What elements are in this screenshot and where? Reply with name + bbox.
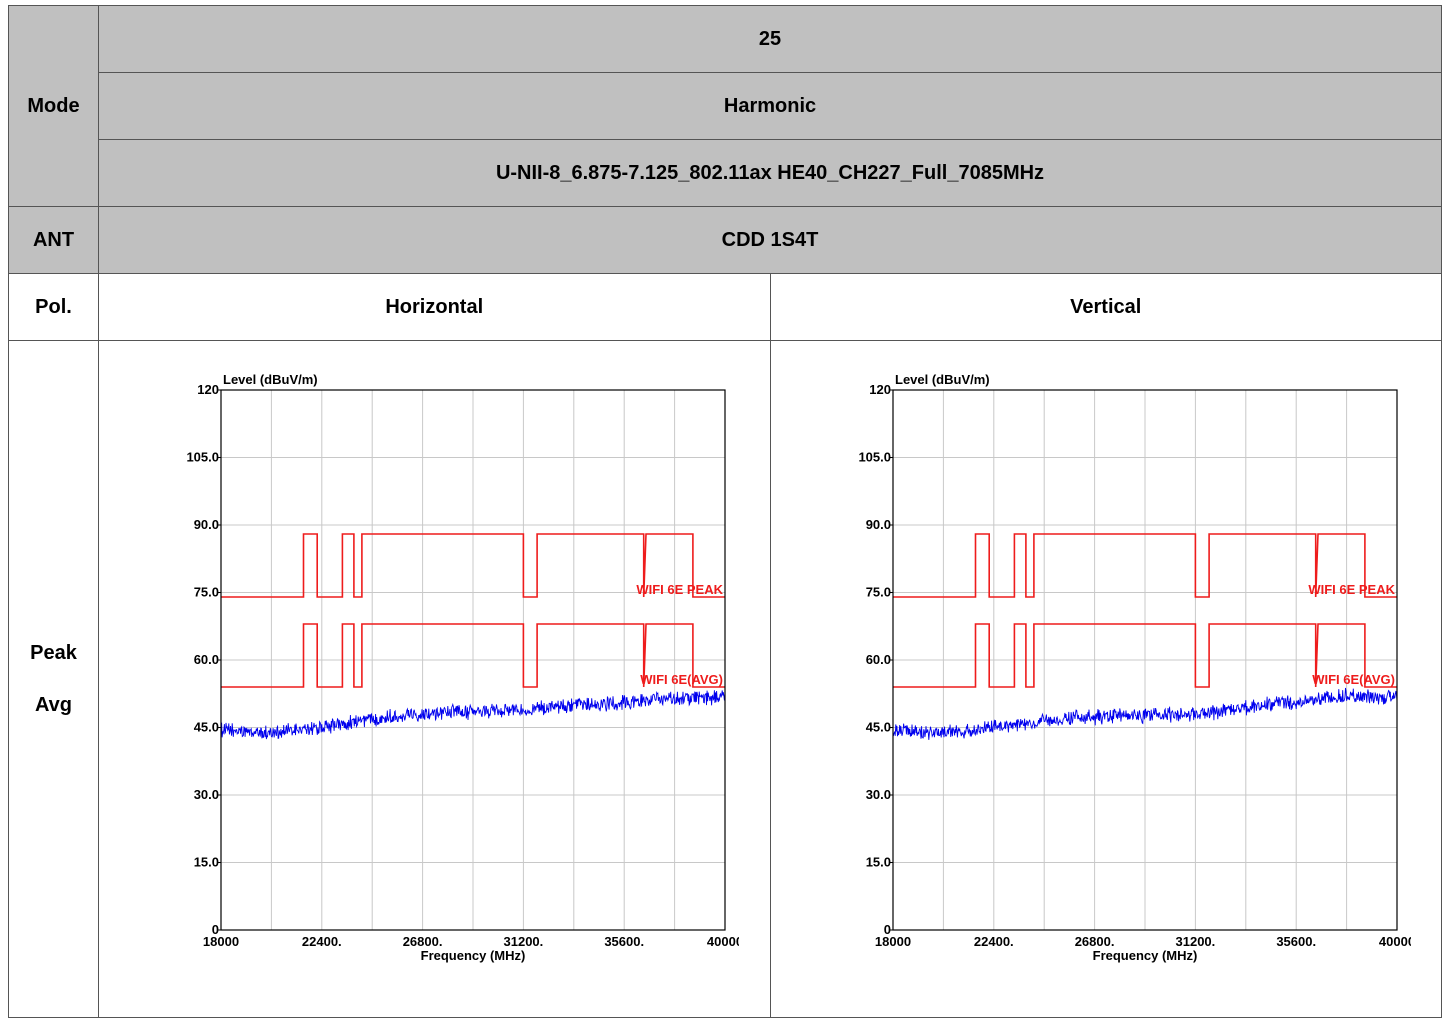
y-tick-label: 60.0 (194, 652, 219, 667)
y-tick-label: 0 (212, 922, 219, 937)
y-tick-label: 105.0 (858, 450, 891, 465)
limit-line-1 (221, 623, 725, 688)
y-tick-label: 105.0 (186, 450, 219, 465)
x-tick-label: 18000 (874, 934, 910, 949)
limit-line-label: WIFI 6E PEAK (1308, 582, 1395, 597)
x-tick-label: 31200. (504, 934, 544, 949)
y-tick-label: 45.0 (865, 720, 890, 735)
y-tick-label: 15.0 (194, 855, 219, 870)
x-tick-label: 35600. (604, 934, 644, 949)
grid (892, 390, 1397, 930)
y-tick-label: 45.0 (194, 720, 219, 735)
limit-line-label: WIFI 6E PEAK (636, 582, 723, 597)
y-tick-label: 75.0 (865, 585, 890, 600)
x-tick-label: 31200. (1175, 934, 1215, 949)
report-table: Mode 25 Harmonic U-NII-8_6.875-7.125_802… (8, 5, 1442, 1018)
limit-line-label: WIFI 6E(AVG) (1312, 672, 1395, 687)
mode-label: Mode (8, 5, 99, 207)
ant-value: CDD 1S4T (98, 206, 1442, 274)
y-tick-label: 30.0 (865, 787, 890, 802)
y-tick-label: 120 (197, 382, 219, 397)
y-tick-label: 15.0 (865, 855, 890, 870)
x-tick-label: 35600. (1276, 934, 1316, 949)
x-tick-label: 22400. (973, 934, 1013, 949)
y-tick-label: 90.0 (194, 517, 219, 532)
mode-row-2: Harmonic (98, 72, 1442, 140)
vertical-chart: 0 15.0 30.0 45.0 60.0 75.0 90.0 105.0 120 18000 22… (858, 372, 1411, 963)
x-tick-label: 22400. (302, 934, 342, 949)
y-tick-label: 120 (869, 382, 891, 397)
y-tick-label: 0 (883, 922, 890, 937)
limit-line-0 (221, 533, 725, 598)
y-axis-label: Level (dBuV/m) (895, 372, 990, 387)
x-tick-label: 40000 (1378, 934, 1410, 949)
plot-frame (220, 389, 726, 931)
vertical-chart-cell: 0 15.0 30.0 45.0 60.0 75.0 90.0 105.0 120 18000 22… (769, 340, 1442, 1018)
limit-line-0 (892, 533, 1397, 598)
x-tick-label: 26800. (403, 934, 443, 949)
limit-line-label: WIFI 6E(AVG) (640, 672, 723, 687)
pol-horizontal: Horizontal (98, 273, 771, 341)
horizontal-chart: 0 15.0 30.0 45.0 60.0 75.0 90.0 105.0 120 18000 22… (186, 372, 739, 963)
horizontal-chart-cell: 0 15.0 30.0 45.0 60.0 75.0 90.0 105.0 120 18000 22… (98, 340, 771, 1018)
y-tick-label: 60.0 (865, 652, 890, 667)
x-tick-label: 40000 (707, 934, 739, 949)
detector-label: Peak Avg (8, 340, 99, 1018)
mode-row-3: U-NII-8_6.875-7.125_802.11ax HE40_CH227_… (98, 139, 1442, 207)
y-tick-label: 90.0 (865, 517, 890, 532)
measurement-trace (220, 690, 726, 740)
x-tick-label: 18000 (203, 934, 239, 949)
pol-label: Pol. (8, 273, 99, 341)
mode-row-1: 25 (98, 5, 1442, 73)
x-tick-label: 26800. (1074, 934, 1114, 949)
pol-vertical: Vertical (769, 273, 1442, 341)
x-axis-label: Frequency (MHz) (421, 948, 526, 963)
ant-label: ANT (8, 206, 99, 274)
x-axis-label: Frequency (MHz) (1092, 948, 1197, 963)
detector-peak: Peak (30, 642, 77, 664)
limit-line-1 (892, 623, 1397, 688)
detector-avg: Avg (34, 694, 73, 716)
grid (221, 390, 725, 930)
plot-frame (891, 389, 1398, 931)
y-tick-label: 75.0 (194, 585, 219, 600)
y-axis-label: Level (dBuV/m) (223, 372, 318, 387)
measurement-trace (892, 687, 1397, 740)
y-tick-label: 30.0 (194, 787, 219, 802)
